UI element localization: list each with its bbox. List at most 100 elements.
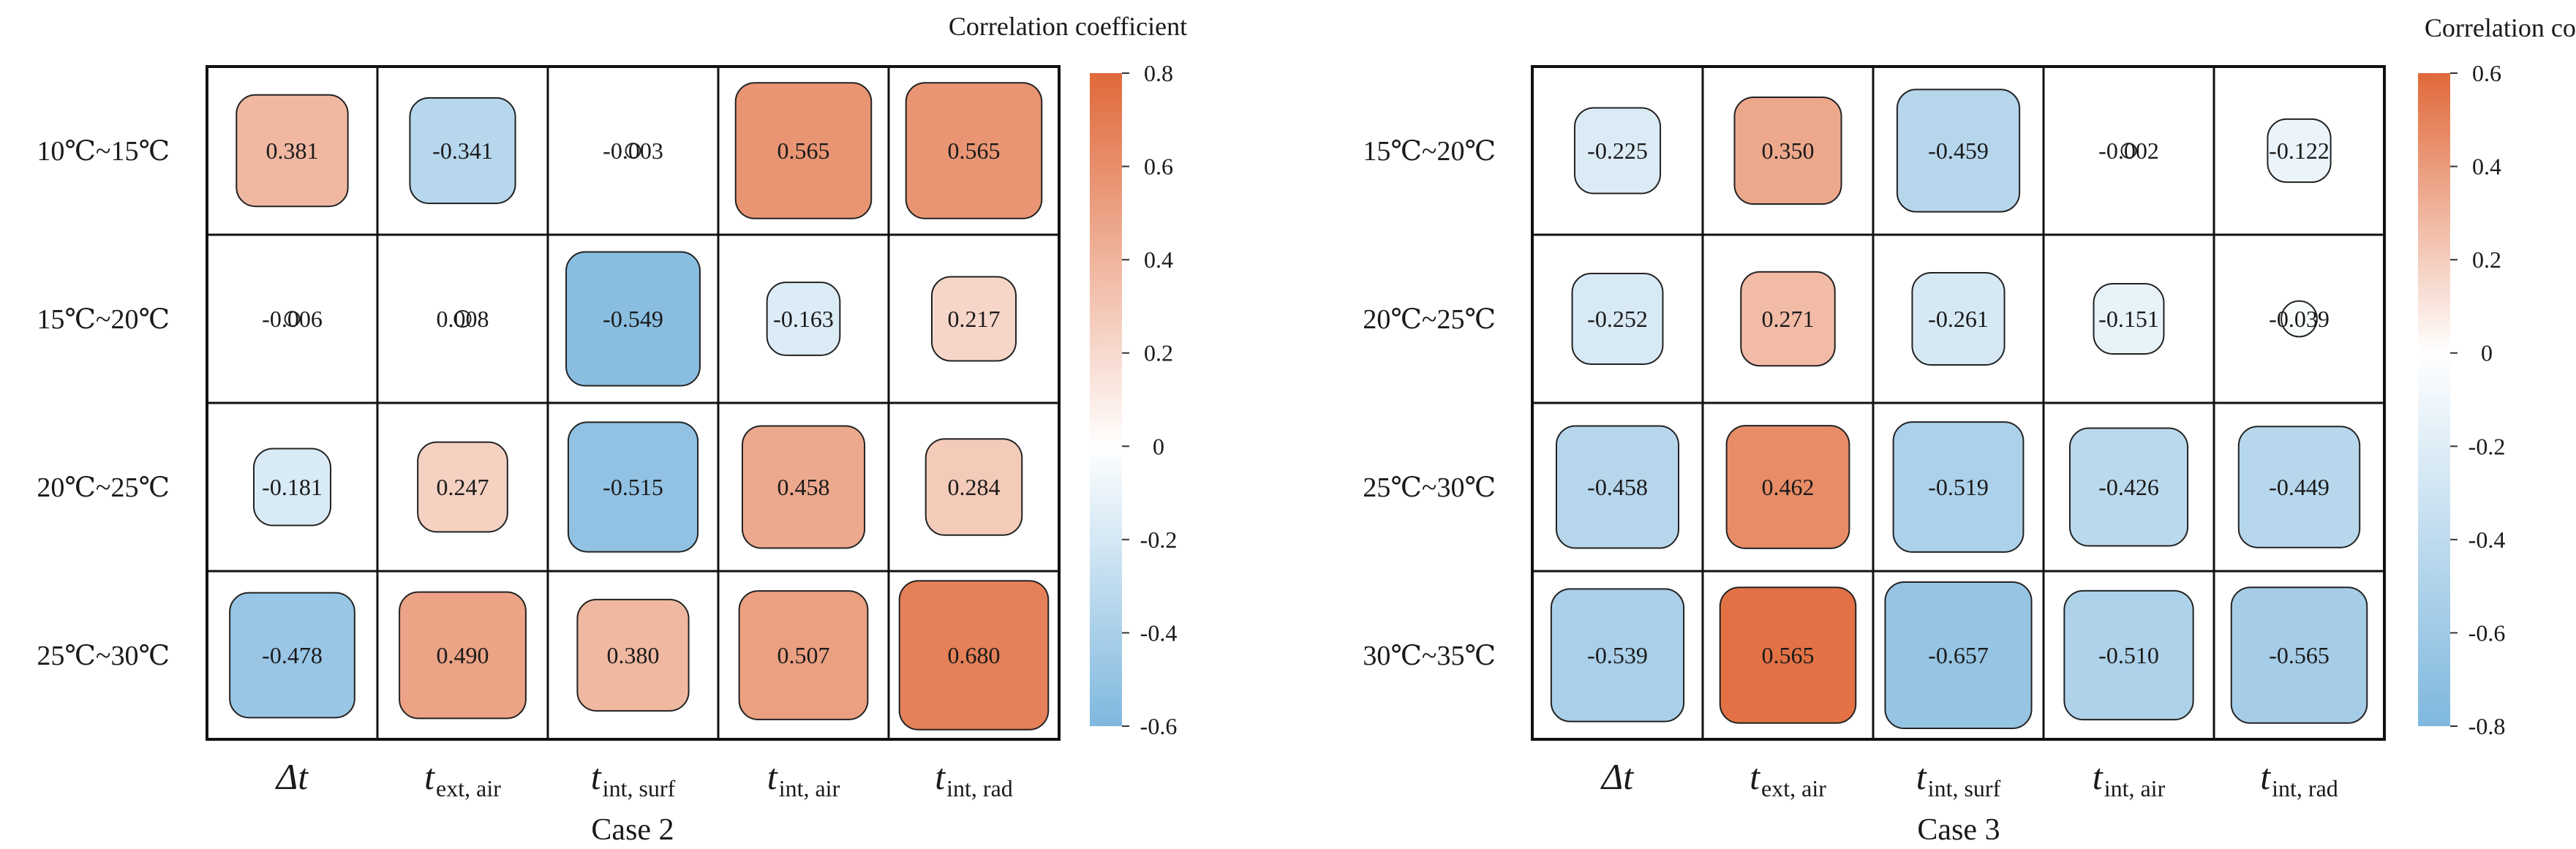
correlation-value-label: 0.217 [948,306,1001,332]
correlation-marker [2281,300,2318,338]
colorbar-tick-label: -0.2 [1140,527,1178,553]
column-label: text, air [424,756,501,801]
correlation-value-label: -0.565 [2269,642,2330,668]
correlation-marker [252,448,332,527]
correlation-value-label: -0.449 [2269,474,2330,500]
correlation-marker [1896,88,2021,213]
correlation-value-label: 0.381 [266,137,319,164]
correlation-marker [1911,271,2006,366]
row-label: 15℃~20℃ [1363,136,1496,167]
column-label: tint, air [767,756,840,801]
colorbar-tick-label: 0.6 [1144,154,1173,180]
heatmap-border [206,65,1061,741]
correlation-marker [1892,421,2025,553]
correlation-value-label: -0.039 [2269,306,2330,332]
correlation-value-label: 0.284 [948,474,1001,500]
correlation-value-label: 0.380 [607,642,660,668]
correlation-value-label: -0.003 [603,137,663,164]
correlation-marker [1571,273,1664,365]
column-label: Δt [275,756,309,797]
column-label: tint, air [2093,756,2166,801]
row-label: 15℃~20℃ [37,304,170,335]
correlation-value-label: -0.459 [1928,137,1989,164]
correlation-marker [1740,271,1836,367]
correlation-marker [284,311,301,327]
case-2-heatmap-panel: 0.381 -0.341 -0.003 0.565 0.565 -0.006 0.008 -0… [37,12,1187,847]
correlation-marker [1555,425,1680,549]
panel-title: Case 3 [1917,813,2000,847]
correlation-value-label: -0.458 [1587,474,1648,500]
heatmap-border [1531,65,2386,741]
correlation-marker [2237,426,2361,548]
correlation-marker [1719,586,1857,724]
correlation-value-label: 0.350 [1762,137,1815,164]
column-label: tint, rad [2260,756,2338,801]
colorbar [2418,73,2450,726]
correlation-value-label: 0.008 [437,306,489,332]
correlation-marker [1733,96,1842,205]
correlation-marker [1725,425,1850,549]
row-label: 30℃~35℃ [1363,641,1496,671]
colorbar [1090,73,1122,726]
correlation-value-label: -0.261 [1928,306,1989,332]
panel-title: Case 2 [591,813,674,847]
colorbar-tick-label: -0.4 [2468,527,2506,553]
correlation-marker [453,309,472,328]
correlation-value-label: 0.247 [437,474,489,500]
correlation-value-label: -0.225 [1587,137,1648,164]
correlation-value-label: -0.478 [262,642,323,668]
correlation-marker [734,82,873,219]
correlation-marker [625,143,641,159]
case-3-heatmap-panel: -0.225 0.350 -0.459 -0.002 -0.122 -0.252 0.271… [1363,13,2576,847]
correlation-value-label: -0.122 [2269,137,2330,164]
colorbar-tick-label: -0.6 [2468,619,2506,646]
correlation-marker [576,598,690,712]
colorbar-tick-label: -0.8 [2468,713,2506,739]
colorbar-tick-label: 0.2 [1144,340,1173,366]
colorbar-title: Correlation coefficient [949,12,1187,41]
correlation-marker [417,441,508,533]
correlation-marker [2068,427,2189,547]
colorbar-tick-label: 0 [1153,433,1164,459]
row-label: 10℃~15℃ [37,136,170,167]
correlation-marker [905,82,1043,219]
correlation-value-label: -0.519 [1928,474,1989,500]
correlation-value-label: 0.507 [777,642,830,668]
colorbar-tick-label: 0.4 [2472,154,2501,180]
correlation-value-label: -0.163 [773,306,834,332]
correlation-value-label: -0.006 [262,306,323,332]
colorbar-tick-label: 0.6 [2472,60,2501,86]
correlation-marker [1884,581,2033,730]
correlation-marker [1550,588,1685,722]
colorbar-tick-label: -0.2 [2468,433,2506,459]
correlation-value-label: -0.181 [262,474,323,500]
correlation-marker [229,592,355,719]
column-label: tint, rad [935,756,1013,801]
correlation-value-label: -0.341 [432,137,493,164]
colorbar-tick-label: 0.4 [1144,246,1173,273]
column-label: tint, surf [1916,756,2001,801]
correlation-marker [741,425,866,549]
row-label: 25℃~30℃ [37,641,170,671]
correlation-value-label: 0.565 [948,137,1001,164]
correlation-value-label: 0.458 [777,474,830,500]
correlation-value-label: 0.680 [948,642,1001,668]
correlation-marker [236,94,349,208]
correlation-value-label: -0.151 [2098,306,2159,332]
correlation-value-label: -0.657 [1928,642,1989,668]
correlation-value-label: -0.002 [2098,137,2159,164]
colorbar-tick-label: -0.6 [1140,713,1178,739]
correlation-marker [738,590,869,720]
correlation-value-label: -0.510 [2098,642,2159,668]
correlation-value-label: -0.539 [1587,642,1648,668]
correlation-marker [2230,586,2368,724]
column-label: tint, surf [591,756,676,801]
correlation-marker [2267,118,2332,184]
correlation-marker [409,97,516,205]
correlation-marker [399,591,527,720]
correlation-value-label: -0.515 [603,474,663,500]
column-label: Δt [1600,756,1634,797]
correlation-value-label: 0.462 [1762,474,1815,500]
correlation-value-label: 0.565 [777,137,830,164]
